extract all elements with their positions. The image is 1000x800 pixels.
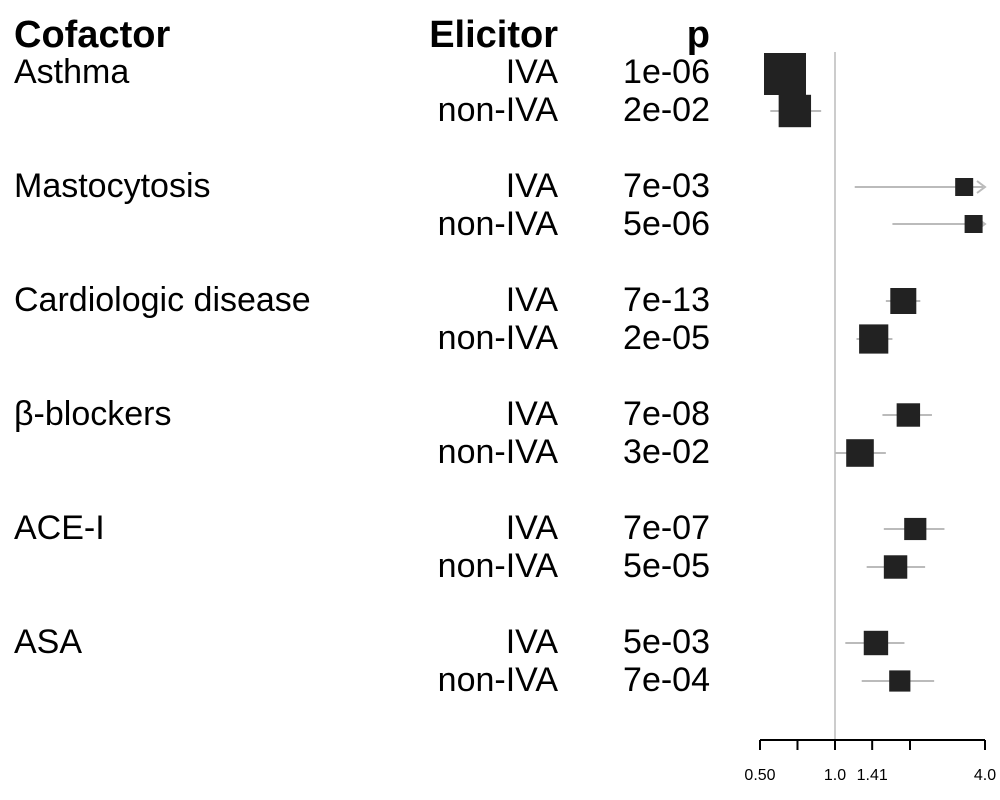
point-estimate [890, 288, 917, 314]
header-elicitor: Elicitor [429, 14, 558, 56]
p-value: 5e-06 [623, 205, 710, 243]
x-tick-label: 4.0 [974, 767, 996, 784]
cofactor-label: β-blockers [14, 395, 172, 433]
header-cofactor: Cofactor [14, 14, 171, 56]
elicitor-label: non-IVA [437, 319, 558, 357]
p-value: 7e-03 [623, 167, 710, 205]
point-estimate [889, 670, 911, 692]
p-value: 5e-03 [623, 623, 710, 661]
elicitor-label: non-IVA [437, 433, 558, 471]
elicitor-label: non-IVA [437, 205, 558, 243]
elicitor-label: IVA [505, 395, 558, 433]
point-estimate [896, 403, 921, 427]
point-estimate [955, 178, 974, 196]
x-tick-label: 1.0 [824, 767, 846, 784]
point-estimate [904, 517, 927, 541]
p-value: 7e-13 [623, 281, 710, 319]
elicitor-label: non-IVA [437, 91, 558, 129]
elicitor-label: non-IVA [437, 547, 558, 585]
elicitor-label: IVA [505, 623, 558, 661]
point-estimate [883, 555, 908, 579]
x-tick-label: 0.50 [744, 767, 775, 784]
cofactor-label: Cardiologic disease [14, 281, 311, 319]
p-value: 2e-05 [623, 319, 710, 357]
cofactor-label: Asthma [14, 53, 130, 91]
point-estimate [778, 94, 812, 128]
p-value: 3e-02 [623, 433, 710, 471]
elicitor-label: IVA [505, 509, 558, 547]
header-p: p [686, 14, 710, 56]
point-estimate [964, 215, 983, 233]
ci-arrow [976, 180, 987, 194]
elicitor-label: IVA [505, 281, 558, 319]
elicitor-label: IVA [505, 167, 558, 205]
elicitor-label: IVA [505, 53, 558, 91]
point-estimate [859, 324, 889, 354]
point-estimate [846, 439, 874, 467]
cofactor-label: ASA [14, 623, 83, 661]
p-value: 7e-07 [623, 509, 710, 547]
p-value: 7e-04 [623, 661, 710, 699]
point-estimate [863, 630, 889, 656]
cofactor-label: ACE-I [14, 509, 105, 547]
elicitor-label: non-IVA [437, 661, 558, 699]
cofactor-label: Mastocytosis [14, 167, 211, 205]
p-value: 1e-06 [623, 53, 710, 91]
p-value: 5e-05 [623, 547, 710, 585]
p-value: 2e-02 [623, 91, 710, 129]
x-tick-label: 1.41 [857, 767, 888, 784]
point-estimate [764, 53, 807, 95]
p-value: 7e-08 [623, 395, 710, 433]
